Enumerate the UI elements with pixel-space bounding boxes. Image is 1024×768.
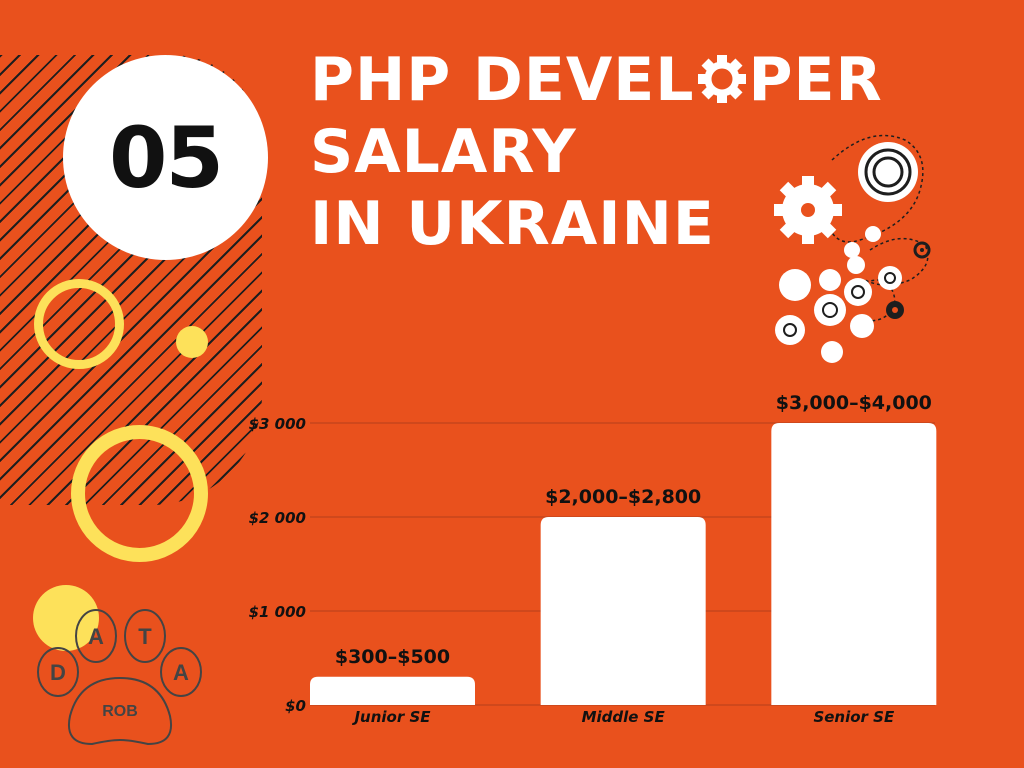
yellow-dot-large (33, 585, 99, 651)
y-tick-label: $3 000 (249, 415, 306, 433)
y-tick-label: $1 000 (249, 603, 306, 621)
logo-letter-a2: A (173, 660, 189, 685)
title-part-1: PHP DEVEL (310, 45, 695, 115)
chart-x-ticks: Junior SE Middle SE Senior SE (351, 708, 894, 726)
gear-small-cluster (775, 226, 902, 363)
gear-icon (697, 55, 746, 103)
chart-value-labels: $300–$500 $2,000–$2,800 $3,000–$4,000 (335, 392, 932, 668)
bar-value-label: $300–$500 (335, 646, 450, 668)
logo-letter-a1: A (88, 624, 104, 649)
y-tick-label: $2 000 (249, 509, 306, 527)
bar (540, 517, 706, 705)
paw-logo: D A T A ROB (37, 609, 202, 746)
title-part-2: PER (748, 45, 883, 115)
bar (310, 676, 475, 705)
yellow-dot-small (176, 326, 208, 358)
x-tick-label: Middle SE (582, 708, 666, 726)
page-title: PHP DEVEL PER SALARY IN UKRAINE (310, 44, 883, 260)
title-line-1: PHP DEVEL PER (310, 44, 883, 116)
x-tick-label: Junior SE (351, 708, 431, 726)
number-badge: 05 (63, 55, 268, 260)
yellow-ring-small (34, 279, 124, 369)
bar-value-label: $3,000–$4,000 (776, 392, 932, 414)
chart-y-ticks: $0 $1 000 $2 000 $3 000 (249, 415, 306, 715)
chart-bars (310, 423, 937, 705)
gear-large-outline (858, 142, 918, 202)
bar (771, 423, 937, 705)
x-tick-label: Senior SE (813, 708, 895, 726)
bar-value-label: $2,000–$2,800 (545, 486, 701, 508)
badge-number: 05 (109, 108, 224, 207)
y-tick-label: $0 (285, 697, 306, 715)
gears-illustration (774, 134, 931, 363)
logo-label: ROB (102, 703, 138, 720)
logo-letter-d: D (50, 660, 66, 685)
logo-letter-t: T (138, 624, 152, 649)
title-line-3: IN UKRAINE (310, 189, 715, 259)
title-line-2: SALARY (310, 117, 577, 187)
